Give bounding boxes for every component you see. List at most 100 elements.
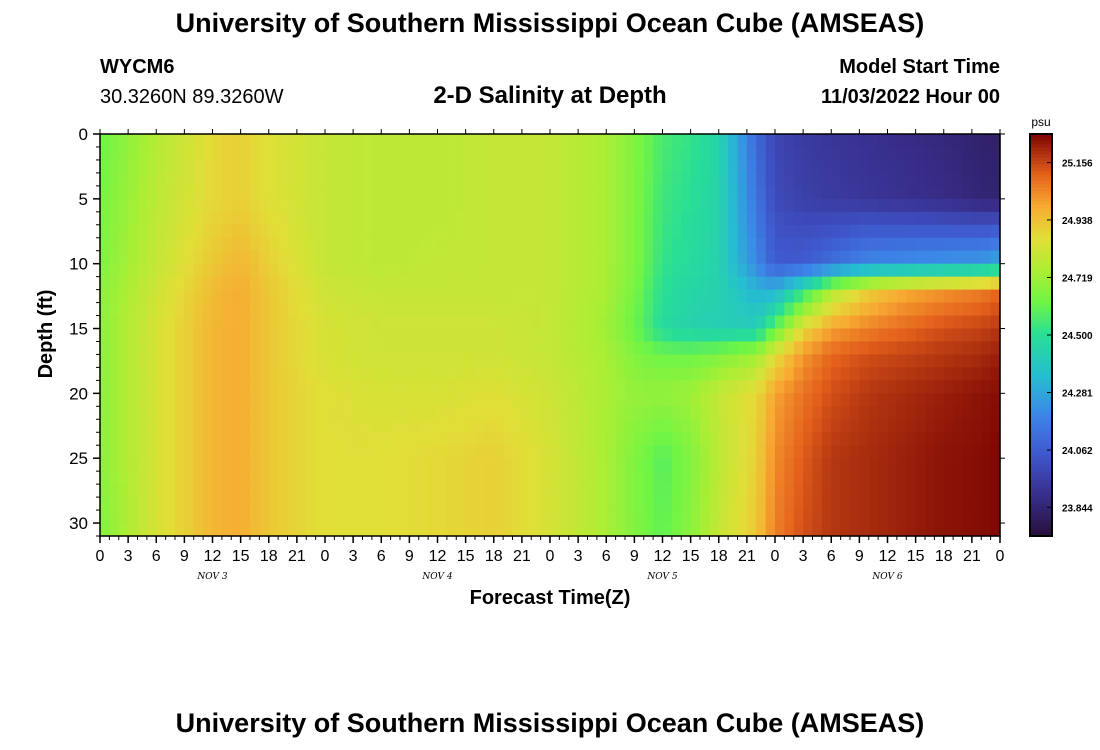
heatmap-cell [193,497,204,511]
heatmap-cell [737,172,748,187]
heatmap-cell [240,393,251,407]
heatmap-cell [728,198,739,213]
heatmap-cell [146,198,157,213]
heatmap-cell [643,445,654,459]
heatmap-cell [643,380,654,394]
heatmap-cell [962,237,973,252]
heatmap-cell [381,302,392,317]
heatmap-cell [671,185,682,200]
heatmap-cell [831,406,842,420]
heatmap-cell [231,224,242,239]
heatmap-cell [315,367,326,381]
heatmap-cell [287,276,298,291]
heatmap-cell [175,211,185,226]
heatmap-cell [109,276,120,291]
heatmap-cell [700,185,710,200]
x-tick-label: 15 [682,548,700,565]
heatmap-cell [240,510,251,524]
heatmap-cell [371,510,382,524]
heatmap-cell [306,523,317,537]
heatmap-cell [240,289,251,304]
heatmap-cell [296,354,307,369]
heatmap-cell [915,354,926,369]
heatmap-cell [934,198,945,213]
heatmap-cell [765,263,776,278]
heatmap-cell [250,380,260,394]
heatmap-cell [625,445,635,459]
heatmap-cell [184,445,195,459]
heatmap-cell [690,172,701,187]
heatmap-cell [287,432,298,446]
heatmap-cell [306,393,317,407]
heatmap-cell [634,159,645,174]
heatmap-cell [446,471,457,485]
heatmap-cell [625,367,635,381]
heatmap-cell [296,510,307,524]
heatmap-cell [475,341,485,356]
heatmap-cell [390,419,401,433]
heatmap-cell [671,172,682,187]
heatmap-cell [465,523,476,537]
colorbar-segment [1030,475,1052,480]
heatmap-cell [793,484,804,498]
heatmap-cell [231,276,242,291]
heatmap-cell [643,276,654,291]
heatmap-cell [156,484,167,498]
heatmap-cell [521,419,532,433]
heatmap-cell [981,393,992,407]
heatmap-cell [259,432,270,446]
heatmap-cell [550,146,560,161]
heatmap-cell [690,380,701,394]
heatmap-cell [475,432,485,446]
heatmap-cell [662,380,673,394]
heatmap-cell [484,393,495,407]
heatmap-cell [690,419,701,433]
heatmap-cell [493,393,504,407]
heatmap-cell [334,458,345,472]
heatmap-cell [521,159,532,174]
heatmap-cell [390,250,401,265]
heatmap-cell [653,237,664,252]
heatmap-cell [212,315,223,330]
heatmap-cell [690,458,701,472]
heatmap-cell [671,159,682,174]
heatmap-cell [325,432,335,446]
heatmap-cell [437,198,448,213]
colorbar-segment [1030,338,1052,343]
heatmap-cell [409,146,420,161]
heatmap-cell [278,237,289,252]
heatmap-cell [287,406,298,420]
heatmap-cell [662,354,673,369]
heatmap-cell [503,289,514,304]
heatmap-cell [615,198,626,213]
heatmap-cell [493,471,504,485]
heatmap-cell [240,198,251,213]
heatmap-cell [418,432,429,446]
heatmap-cell [653,393,664,407]
heatmap-cell [915,458,926,472]
heatmap-cell [878,523,889,537]
heatmap-cell [231,445,242,459]
heatmap-cell [840,354,851,369]
heatmap-cell [981,185,992,200]
heatmap-cell [756,224,767,239]
heatmap-cell [625,406,635,420]
heatmap-cell [812,432,823,446]
heatmap-cell [306,250,317,265]
heatmap-cell [512,172,523,187]
heatmap-cell [653,419,664,433]
heatmap-cell [578,445,589,459]
heatmap-cell [587,380,598,394]
heatmap-cell [662,185,673,200]
heatmap-cell [756,484,767,498]
heatmap-cell [868,367,879,381]
heatmap-cell [821,289,832,304]
heatmap-cell [653,458,664,472]
x-tick-label: 6 [602,548,611,565]
heatmap-cell [878,276,889,291]
heatmap-cell [512,237,523,252]
heatmap-cell [203,211,214,226]
heatmap-cell [681,237,692,252]
heatmap-cell [240,341,251,356]
heatmap-cell [456,484,467,498]
